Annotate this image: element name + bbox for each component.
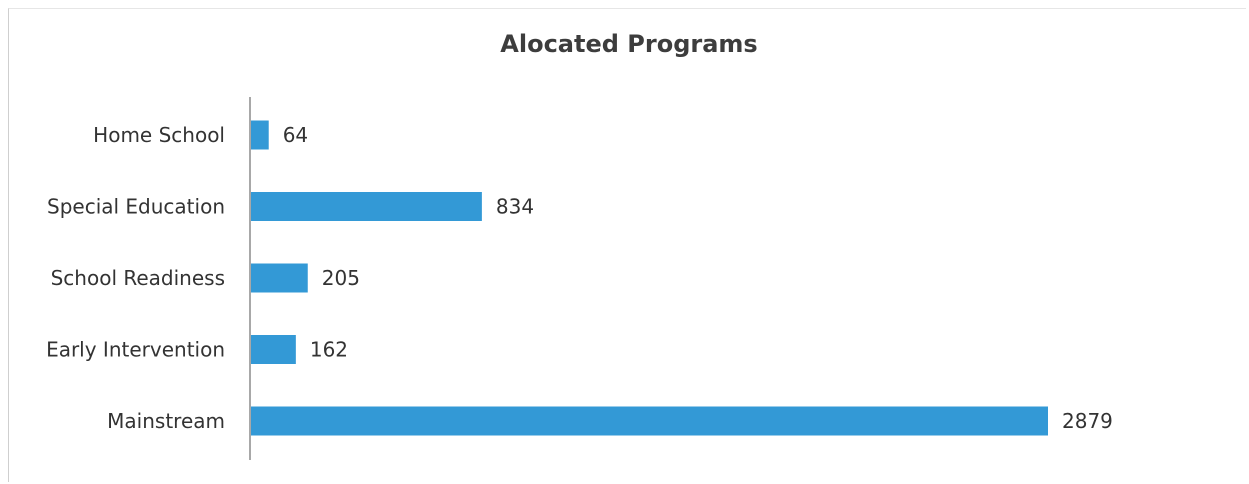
bar-school-readiness (251, 263, 308, 293)
category-label-home-school: Home School (93, 123, 225, 147)
category-label-mainstream: Mainstream (107, 409, 225, 433)
value-label-special-education: 834 (496, 195, 534, 219)
category-label-special-education: Special Education (47, 195, 225, 219)
value-label-early-intervention: 162 (310, 338, 348, 362)
value-label-mainstream: 2879 (1062, 409, 1113, 433)
category-label-early-intervention: Early Intervention (46, 338, 225, 362)
chart-frame (8, 8, 1246, 482)
category-label-school-readiness: School Readiness (51, 266, 225, 290)
value-labels-layer: 64 834 205 162 2879 (283, 123, 1113, 433)
bar-home-school (251, 120, 269, 150)
value-label-school-readiness: 205 (322, 266, 360, 290)
bar-mainstream (251, 406, 1048, 436)
bar-special-education (251, 192, 482, 221)
bar-early-intervention (251, 335, 296, 364)
chart-title: Alocated Programs (500, 30, 758, 58)
category-labels-layer: Home School Special Education School Readi… (46, 123, 225, 433)
value-label-home-school: 64 (283, 123, 308, 147)
bars-layer (251, 120, 1048, 436)
